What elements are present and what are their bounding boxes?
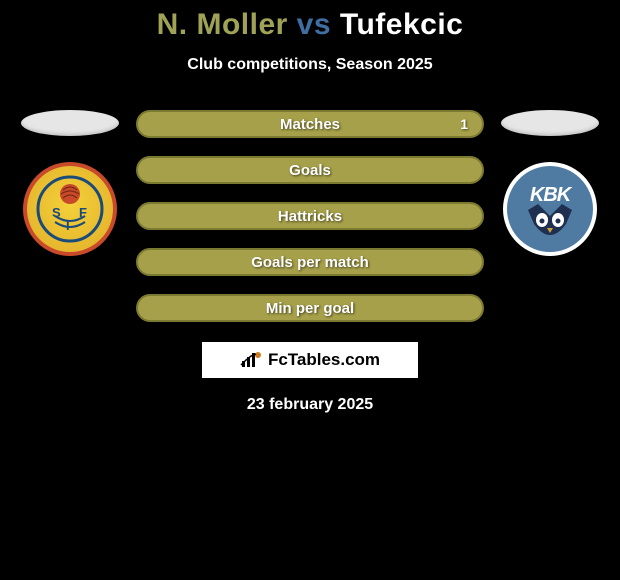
watermark-badge: FcTables.com: [202, 342, 418, 378]
team-crest-left: S F I: [23, 162, 117, 256]
right-column: KBK: [500, 110, 600, 256]
owl-icon: [520, 202, 580, 244]
comparison-card: N. Moller vs Tufekcic Club competitions,…: [0, 0, 620, 414]
stat-label: Min per goal: [266, 300, 354, 317]
stat-label: Matches: [280, 116, 340, 133]
stats-pill-column: Matches 1 Goals Hattricks Goals per matc…: [136, 110, 484, 322]
stat-label: Goals per match: [251, 254, 369, 271]
team-crest-right: KBK: [503, 162, 597, 256]
player1-name: N. Moller: [157, 8, 288, 41]
chart-icon: [240, 351, 262, 369]
watermark-text: FcTables.com: [268, 350, 380, 370]
stat-value-right: 1: [460, 116, 468, 132]
subtitle: Club competitions, Season 2025: [0, 56, 620, 74]
date-text: 23 february 2025: [0, 396, 620, 414]
stat-pill-goals: Goals: [136, 156, 484, 184]
vs-text: vs: [297, 8, 331, 41]
sif-crest-icon: S F I: [35, 174, 105, 244]
page-title: N. Moller vs Tufekcic: [0, 8, 620, 42]
stat-pill-min-per-goal: Min per goal: [136, 294, 484, 322]
stat-pill-goals-per-match: Goals per match: [136, 248, 484, 276]
left-column: S F I: [20, 110, 120, 256]
stat-label: Goals: [289, 162, 331, 179]
stat-pill-hattricks: Hattricks: [136, 202, 484, 230]
right-token-ellipse: [501, 110, 599, 136]
stat-label: Hattricks: [278, 208, 342, 225]
main-row: S F I Matches 1 Goals Hattricks Goa: [0, 110, 620, 322]
player2-name: Tufekcic: [340, 8, 464, 41]
left-token-ellipse: [21, 110, 119, 136]
stat-pill-matches: Matches 1: [136, 110, 484, 138]
